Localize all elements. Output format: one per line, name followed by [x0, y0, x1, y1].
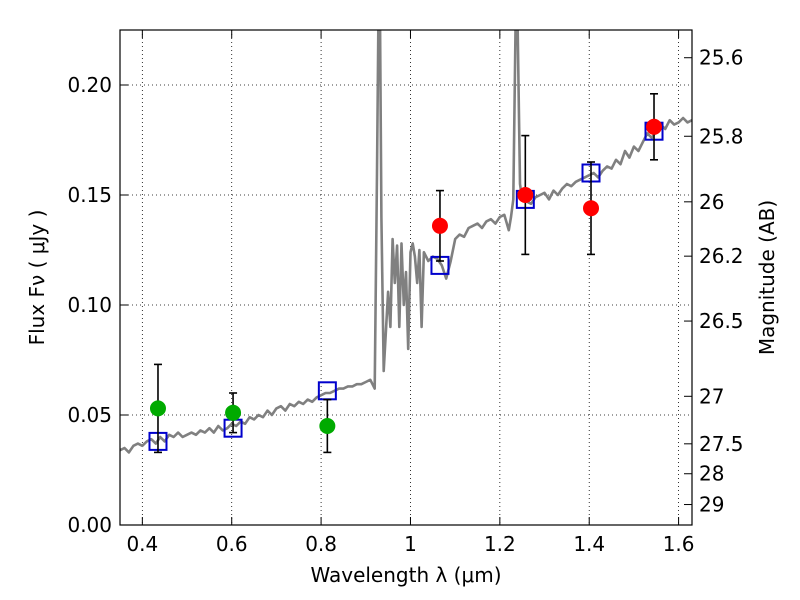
markers — [148, 93, 664, 454]
plot-frame — [119, 29, 693, 526]
y-tick-label: 0.05 — [67, 403, 112, 427]
y-tick-label: 0.10 — [67, 293, 112, 317]
observed-flux-point — [319, 418, 336, 434]
x-tick-label: 0.4 — [126, 532, 158, 556]
observed-flux-point — [225, 404, 242, 421]
observed-flux-point — [646, 118, 663, 135]
y2-tick-label: 25.6 — [699, 46, 744, 70]
observed-flux-point — [149, 400, 166, 417]
y2-tick-label: 27.5 — [699, 432, 744, 456]
y2-tick-label: 26.2 — [699, 244, 744, 268]
y2-tick-label: 28 — [699, 462, 724, 486]
x-tick-label: 1.2 — [484, 532, 516, 556]
spectrum-line-layer — [120, 30, 692, 454]
y2-tick-label: 29 — [699, 493, 724, 517]
x-tick-label: 1.4 — [573, 532, 605, 556]
spectrum-line — [120, 30, 692, 454]
ticks: 0.4 0.6 0.8 1 1.2 1.4 1.6 0.00 0.05 0.10 0.15 0.20 2… — [67, 30, 744, 556]
y2-tick-label: 26.5 — [699, 309, 744, 333]
x-tick-label: 0.8 — [305, 532, 337, 556]
y2-tick-label: 25.8 — [699, 124, 744, 148]
y2-axis-label: Magnitude (AB) — [755, 200, 779, 355]
observed-flux-point — [583, 200, 600, 217]
x-tick-label: 1.6 — [663, 532, 695, 556]
y-tick-label: 0.20 — [67, 73, 112, 97]
x-axis-label: Wavelength λ (μm) — [310, 563, 501, 587]
y-tick-label: 0.00 — [67, 513, 112, 537]
x-tick-label: 0.6 — [216, 532, 248, 556]
x-tick-label: 1 — [404, 532, 417, 556]
observed-flux-point — [517, 187, 534, 203]
y2-tick-label: 27 — [699, 384, 724, 408]
y2-tick-label: 26 — [699, 190, 724, 214]
observed-flux-point — [431, 217, 448, 234]
y-axis-label: Flux Fν ( μJy ) — [25, 210, 49, 346]
y-tick-label: 0.15 — [67, 183, 112, 207]
